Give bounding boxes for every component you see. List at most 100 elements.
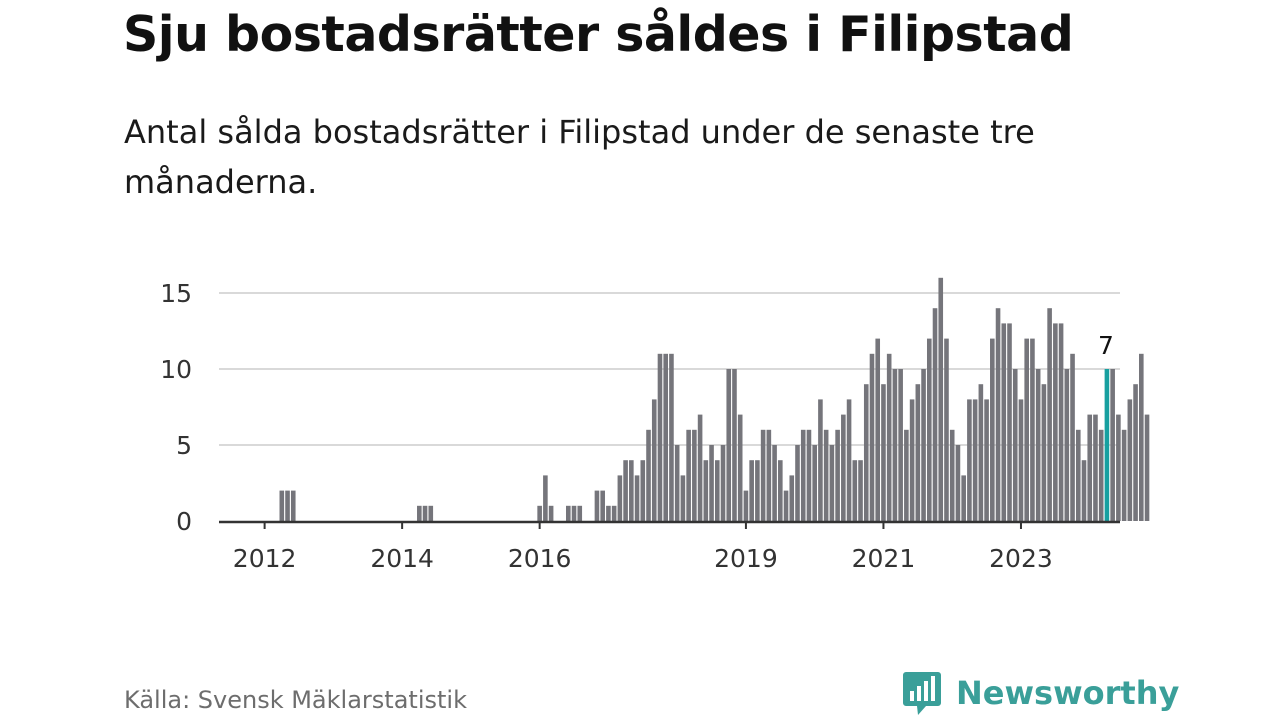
bar bbox=[737, 414, 743, 521]
bar bbox=[955, 445, 961, 521]
bar bbox=[755, 460, 760, 521]
bar bbox=[279, 490, 285, 521]
bar bbox=[766, 429, 772, 521]
bar bbox=[938, 277, 944, 521]
bar bbox=[995, 308, 1001, 521]
bar bbox=[944, 338, 949, 521]
bar bbox=[749, 460, 754, 521]
bar bbox=[692, 429, 697, 521]
bar bbox=[886, 353, 892, 521]
bar bbox=[1144, 414, 1150, 521]
bar bbox=[703, 460, 709, 521]
bar bbox=[640, 460, 646, 521]
bar bbox=[818, 399, 823, 521]
bar bbox=[1064, 369, 1070, 521]
bar bbox=[806, 429, 812, 521]
bar bbox=[846, 399, 852, 521]
bar bbox=[800, 429, 806, 521]
bar bbox=[714, 460, 720, 521]
bar bbox=[904, 429, 909, 521]
bar bbox=[1035, 369, 1041, 521]
bar bbox=[1075, 429, 1081, 521]
bar bbox=[1041, 384, 1047, 521]
bar bbox=[623, 460, 628, 521]
bar-chart-speech-bubble-icon bbox=[903, 672, 941, 715]
bar bbox=[967, 399, 972, 521]
brand-name: Newsworthy bbox=[956, 674, 1180, 712]
x-tick-label: 2012 bbox=[233, 544, 297, 573]
bar bbox=[1133, 384, 1138, 521]
y-tick-label: 15 bbox=[160, 279, 192, 308]
bar bbox=[646, 429, 651, 521]
bar bbox=[594, 490, 600, 521]
bar bbox=[772, 445, 777, 521]
bar bbox=[577, 505, 583, 521]
bar bbox=[823, 429, 829, 521]
bar bbox=[863, 384, 869, 521]
bar bbox=[537, 505, 542, 521]
bar bbox=[961, 475, 966, 521]
x-axis bbox=[219, 520, 1120, 529]
bar bbox=[835, 429, 840, 521]
bar bbox=[841, 414, 846, 521]
bar bbox=[663, 353, 669, 521]
bar bbox=[1081, 460, 1087, 521]
bar bbox=[1058, 323, 1064, 521]
bar bbox=[978, 384, 984, 521]
x-tick-label: 2023 bbox=[989, 544, 1053, 573]
bar bbox=[697, 414, 703, 521]
bar bbox=[1110, 369, 1115, 521]
bar bbox=[606, 505, 611, 521]
bar bbox=[1001, 323, 1007, 521]
bar bbox=[1024, 338, 1029, 521]
bar bbox=[1139, 353, 1144, 521]
bar bbox=[651, 399, 657, 521]
axis-labels: 0 5 10 15 2012 2014 2016 2019 2021 2023 7 bbox=[160, 279, 1114, 573]
bar bbox=[417, 505, 422, 521]
bar bbox=[669, 353, 674, 521]
bar bbox=[760, 429, 766, 521]
bar bbox=[680, 475, 686, 521]
bar bbox=[548, 505, 554, 521]
bar bbox=[290, 490, 296, 521]
bar bbox=[634, 475, 640, 521]
chart-subtitle: Antal sålda bostadsrätter i Filipstad un… bbox=[124, 113, 1035, 201]
bar bbox=[949, 429, 955, 521]
bar bbox=[1087, 414, 1093, 521]
x-tick-label: 2019 bbox=[714, 544, 778, 573]
bar bbox=[543, 475, 548, 521]
bar bbox=[795, 445, 800, 521]
bar bbox=[869, 353, 875, 521]
x-tick-label: 2014 bbox=[370, 544, 434, 573]
highlighted-bar bbox=[1104, 369, 1110, 521]
bar bbox=[875, 338, 881, 521]
x-tick-label: 2021 bbox=[852, 544, 916, 573]
bar bbox=[1070, 353, 1075, 521]
bar bbox=[789, 475, 795, 521]
bar bbox=[829, 445, 835, 521]
bar bbox=[422, 505, 428, 521]
bar bbox=[285, 490, 290, 521]
bar bbox=[726, 369, 732, 521]
bar bbox=[1093, 414, 1098, 521]
bar bbox=[858, 460, 863, 521]
bar bbox=[926, 338, 932, 521]
bar bbox=[1018, 399, 1024, 521]
bar bbox=[611, 505, 617, 521]
bar bbox=[674, 445, 680, 521]
y-tick-label: 0 bbox=[176, 507, 192, 536]
bar bbox=[778, 460, 783, 521]
bar bbox=[990, 338, 995, 521]
bar bbox=[1127, 399, 1133, 521]
bar bbox=[709, 445, 714, 521]
source-note: Källa: Svensk Mäklarstatistik bbox=[124, 686, 467, 714]
bar bbox=[720, 445, 726, 521]
bar bbox=[428, 505, 434, 521]
bar bbox=[852, 460, 858, 521]
y-tick-label: 10 bbox=[160, 355, 192, 384]
bar bbox=[571, 505, 577, 521]
bar bbox=[783, 490, 789, 521]
bar bbox=[566, 505, 571, 521]
bar bbox=[1007, 323, 1012, 521]
